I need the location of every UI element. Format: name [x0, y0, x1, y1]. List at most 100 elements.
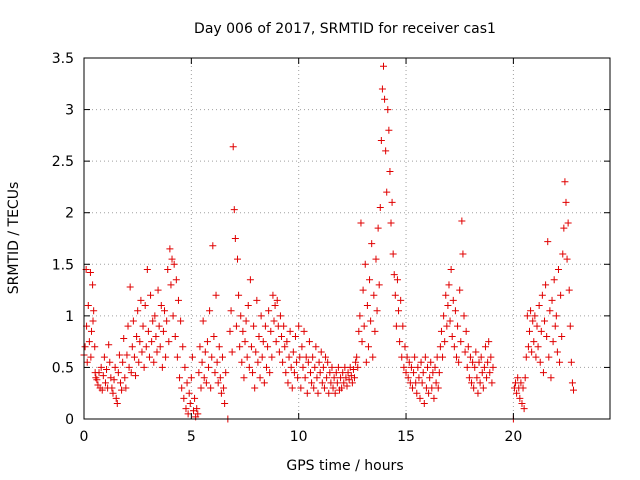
- data-point: [480, 363, 488, 371]
- data-point: [296, 353, 304, 361]
- data-point: [221, 400, 229, 408]
- data-point: [563, 255, 571, 263]
- data-point: [273, 296, 281, 304]
- data-point: [477, 353, 485, 361]
- data-point: [141, 302, 149, 310]
- data-point: [244, 302, 252, 310]
- data-point: [178, 384, 186, 392]
- data-point: [247, 343, 255, 351]
- data-point: [386, 167, 394, 175]
- data-point: [567, 358, 575, 366]
- data-point: [328, 363, 336, 371]
- data-point: [283, 338, 291, 346]
- data-point: [533, 322, 541, 330]
- data-point: [211, 369, 219, 377]
- data-point: [276, 312, 284, 320]
- data-point: [179, 343, 187, 351]
- data-point: [570, 386, 578, 394]
- data-point: [202, 379, 210, 387]
- data-point: [330, 374, 338, 382]
- data-point: [361, 260, 369, 268]
- data-point: [363, 302, 371, 310]
- data-point: [90, 307, 98, 315]
- data-point: [128, 343, 136, 351]
- data-point: [564, 219, 572, 227]
- data-point: [208, 353, 216, 361]
- data-point: [297, 384, 305, 392]
- data-point: [357, 219, 365, 227]
- data-point: [116, 379, 124, 387]
- x-tick-label: 20: [504, 429, 522, 445]
- data-point: [226, 327, 234, 335]
- data-point: [84, 302, 92, 310]
- data-point: [140, 363, 148, 371]
- data-point: [532, 353, 540, 361]
- data-point: [256, 374, 264, 382]
- data-point: [169, 312, 177, 320]
- data-point: [231, 235, 239, 242]
- data-point: [214, 379, 222, 387]
- data-point: [159, 327, 167, 335]
- y-tick-label: 3.5: [52, 51, 74, 67]
- y-tick-label: 1: [65, 309, 74, 325]
- data-point: [415, 374, 423, 382]
- data-point: [155, 322, 163, 330]
- data-point: [298, 343, 306, 351]
- data-point: [344, 369, 352, 377]
- data-point: [471, 363, 479, 371]
- data-point: [425, 389, 433, 397]
- data-point: [516, 394, 524, 402]
- data-point: [332, 369, 340, 377]
- data-point: [198, 358, 206, 366]
- data-point: [324, 358, 332, 366]
- data-point: [416, 394, 424, 402]
- data-point: [454, 322, 462, 330]
- data-point: [430, 394, 438, 402]
- data-point: [271, 302, 279, 310]
- data-point: [405, 358, 413, 366]
- x-tick-label: 5: [187, 429, 196, 445]
- data-point: [514, 374, 522, 382]
- data-point: [236, 343, 244, 351]
- x-tick-labels: 0 5 10 15 20: [80, 429, 523, 445]
- data-point: [528, 348, 536, 356]
- data-point: [261, 322, 269, 330]
- data-point: [427, 358, 435, 366]
- data-point: [101, 379, 109, 387]
- data-point: [197, 384, 205, 392]
- data-point: [448, 332, 456, 340]
- data-point: [299, 363, 307, 371]
- data-point: [432, 379, 440, 387]
- data-point: [399, 322, 407, 330]
- data-point: [435, 369, 443, 377]
- data-point: [317, 348, 325, 356]
- data-point: [484, 358, 492, 366]
- data-point: [252, 348, 260, 356]
- chart-title: Day 006 of 2017, SRMTID for receiver cas…: [194, 21, 496, 37]
- data-point: [446, 317, 454, 325]
- data-point: [414, 363, 422, 371]
- data-point: [115, 351, 123, 359]
- data-point: [114, 369, 122, 377]
- data-point: [209, 242, 217, 250]
- data-point: [281, 343, 289, 351]
- data-point: [559, 250, 567, 258]
- data-point: [367, 317, 375, 325]
- data-point: [544, 238, 552, 246]
- data-point: [91, 343, 99, 351]
- data-point: [166, 245, 174, 253]
- data-point: [89, 317, 97, 325]
- data-point: [536, 358, 544, 366]
- data-point: [149, 317, 157, 325]
- data-point: [469, 358, 477, 366]
- data-point: [193, 405, 201, 413]
- data-point: [184, 410, 192, 418]
- data-point: [383, 188, 391, 196]
- data-point: [560, 224, 568, 232]
- x-tick-label: 0: [80, 429, 89, 445]
- data-point: [384, 106, 392, 114]
- data-point: [300, 327, 308, 335]
- grid-lines: [84, 58, 610, 419]
- data-point: [187, 374, 195, 382]
- data-point: [359, 286, 367, 294]
